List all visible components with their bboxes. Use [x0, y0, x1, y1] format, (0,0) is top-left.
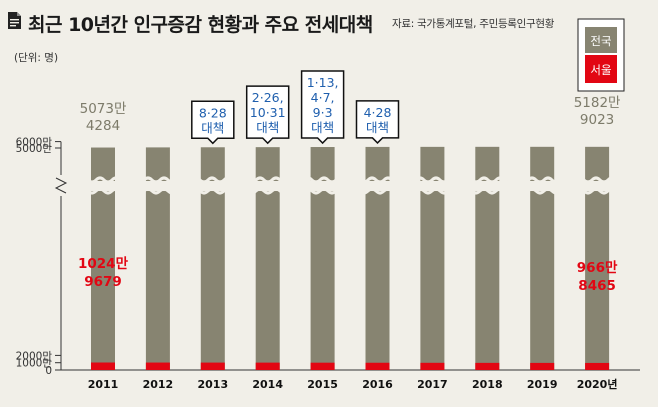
- chart-title: 최근 10년간 인구증감 현황과 주요 전세대책: [28, 14, 373, 36]
- x-tick-label: 2020년: [577, 377, 618, 391]
- bar-seoul: [585, 362, 610, 370]
- x-tick-label: 2018: [472, 378, 503, 391]
- annotation-total-2020: 5182만: [574, 95, 621, 111]
- annotation-total-2011: 5073만: [80, 101, 127, 117]
- y-tick-label: 6000만: [16, 137, 53, 149]
- y-tick-label: 1000만: [16, 358, 53, 370]
- callout-box: [355, 100, 400, 144]
- x-tick-label: 2013: [197, 378, 228, 391]
- annotation-total-2011: 4284: [86, 118, 120, 134]
- callout-text: 대책: [256, 120, 279, 135]
- unit-label: (단위: 명): [14, 52, 59, 64]
- annotation-total-2020: 9023: [580, 112, 614, 128]
- legend-swatch-total: [585, 27, 617, 53]
- callout-text: 대책: [201, 120, 224, 135]
- annotation-seoul-2020: 966만: [577, 260, 618, 276]
- legend-label-seoul: 서울: [590, 63, 611, 77]
- axis-break: [46, 176, 642, 195]
- bar-seoul: [310, 362, 335, 370]
- y-tick-label: 2000만: [16, 350, 53, 362]
- break-wave-top: [46, 176, 642, 184]
- x-tick-label: 2016: [362, 378, 393, 391]
- callout-text: 9·3: [313, 105, 333, 120]
- annotation-seoul-2011: 1024만: [78, 256, 129, 272]
- annotation-seoul-2020: 8465: [578, 278, 616, 294]
- bar-seoul: [420, 362, 445, 370]
- x-axis: 2011 2012 2013 2014 2015 2016 2017 2018 2019 2020…: [88, 377, 618, 391]
- callout-text: 8·28: [199, 105, 227, 120]
- y-tick-label: 0: [45, 365, 52, 377]
- callout-text: 4·28: [364, 105, 392, 120]
- x-tick-label: 2014: [252, 378, 283, 391]
- bar-seoul: [365, 362, 390, 370]
- x-tick-label: 2012: [143, 378, 174, 391]
- callout-text: 1·13,: [307, 75, 339, 90]
- callout-text: 대책: [311, 120, 334, 135]
- callout-text: 4·7,: [311, 90, 335, 105]
- legend-swatch-seoul: [585, 55, 617, 83]
- callout-box: [245, 85, 290, 145]
- chart-source: 자료: 국가통계포털, 주민등록인구현황: [392, 18, 555, 30]
- break-band: [48, 181, 640, 191]
- break-mark: [54, 177, 68, 194]
- callout-text: 대책: [366, 120, 389, 135]
- x-tick-label: 2015: [307, 378, 338, 391]
- callout-text: 10·31: [250, 105, 286, 120]
- bar-seoul: [91, 362, 115, 370]
- x-tick-label: 2011: [88, 378, 119, 391]
- callout-text: 2·26,: [252, 90, 284, 105]
- bar-seoul: [200, 362, 225, 370]
- x-tick-label: 2017: [417, 378, 448, 391]
- document-icon: [8, 12, 21, 29]
- bar-seoul: [475, 362, 500, 370]
- break-wave-bottom: [46, 187, 642, 195]
- legend-label-total: 전국: [590, 34, 611, 48]
- y-tick-label: 5000만: [16, 143, 53, 155]
- callout-box: [191, 100, 235, 145]
- x-tick-label: 2019: [527, 378, 558, 391]
- bar-seoul: [530, 362, 555, 370]
- annotation-seoul-2011: 9679: [84, 274, 122, 290]
- bar-seoul: [255, 362, 280, 370]
- bar-seoul: [145, 362, 170, 370]
- callout-box: [300, 70, 345, 145]
